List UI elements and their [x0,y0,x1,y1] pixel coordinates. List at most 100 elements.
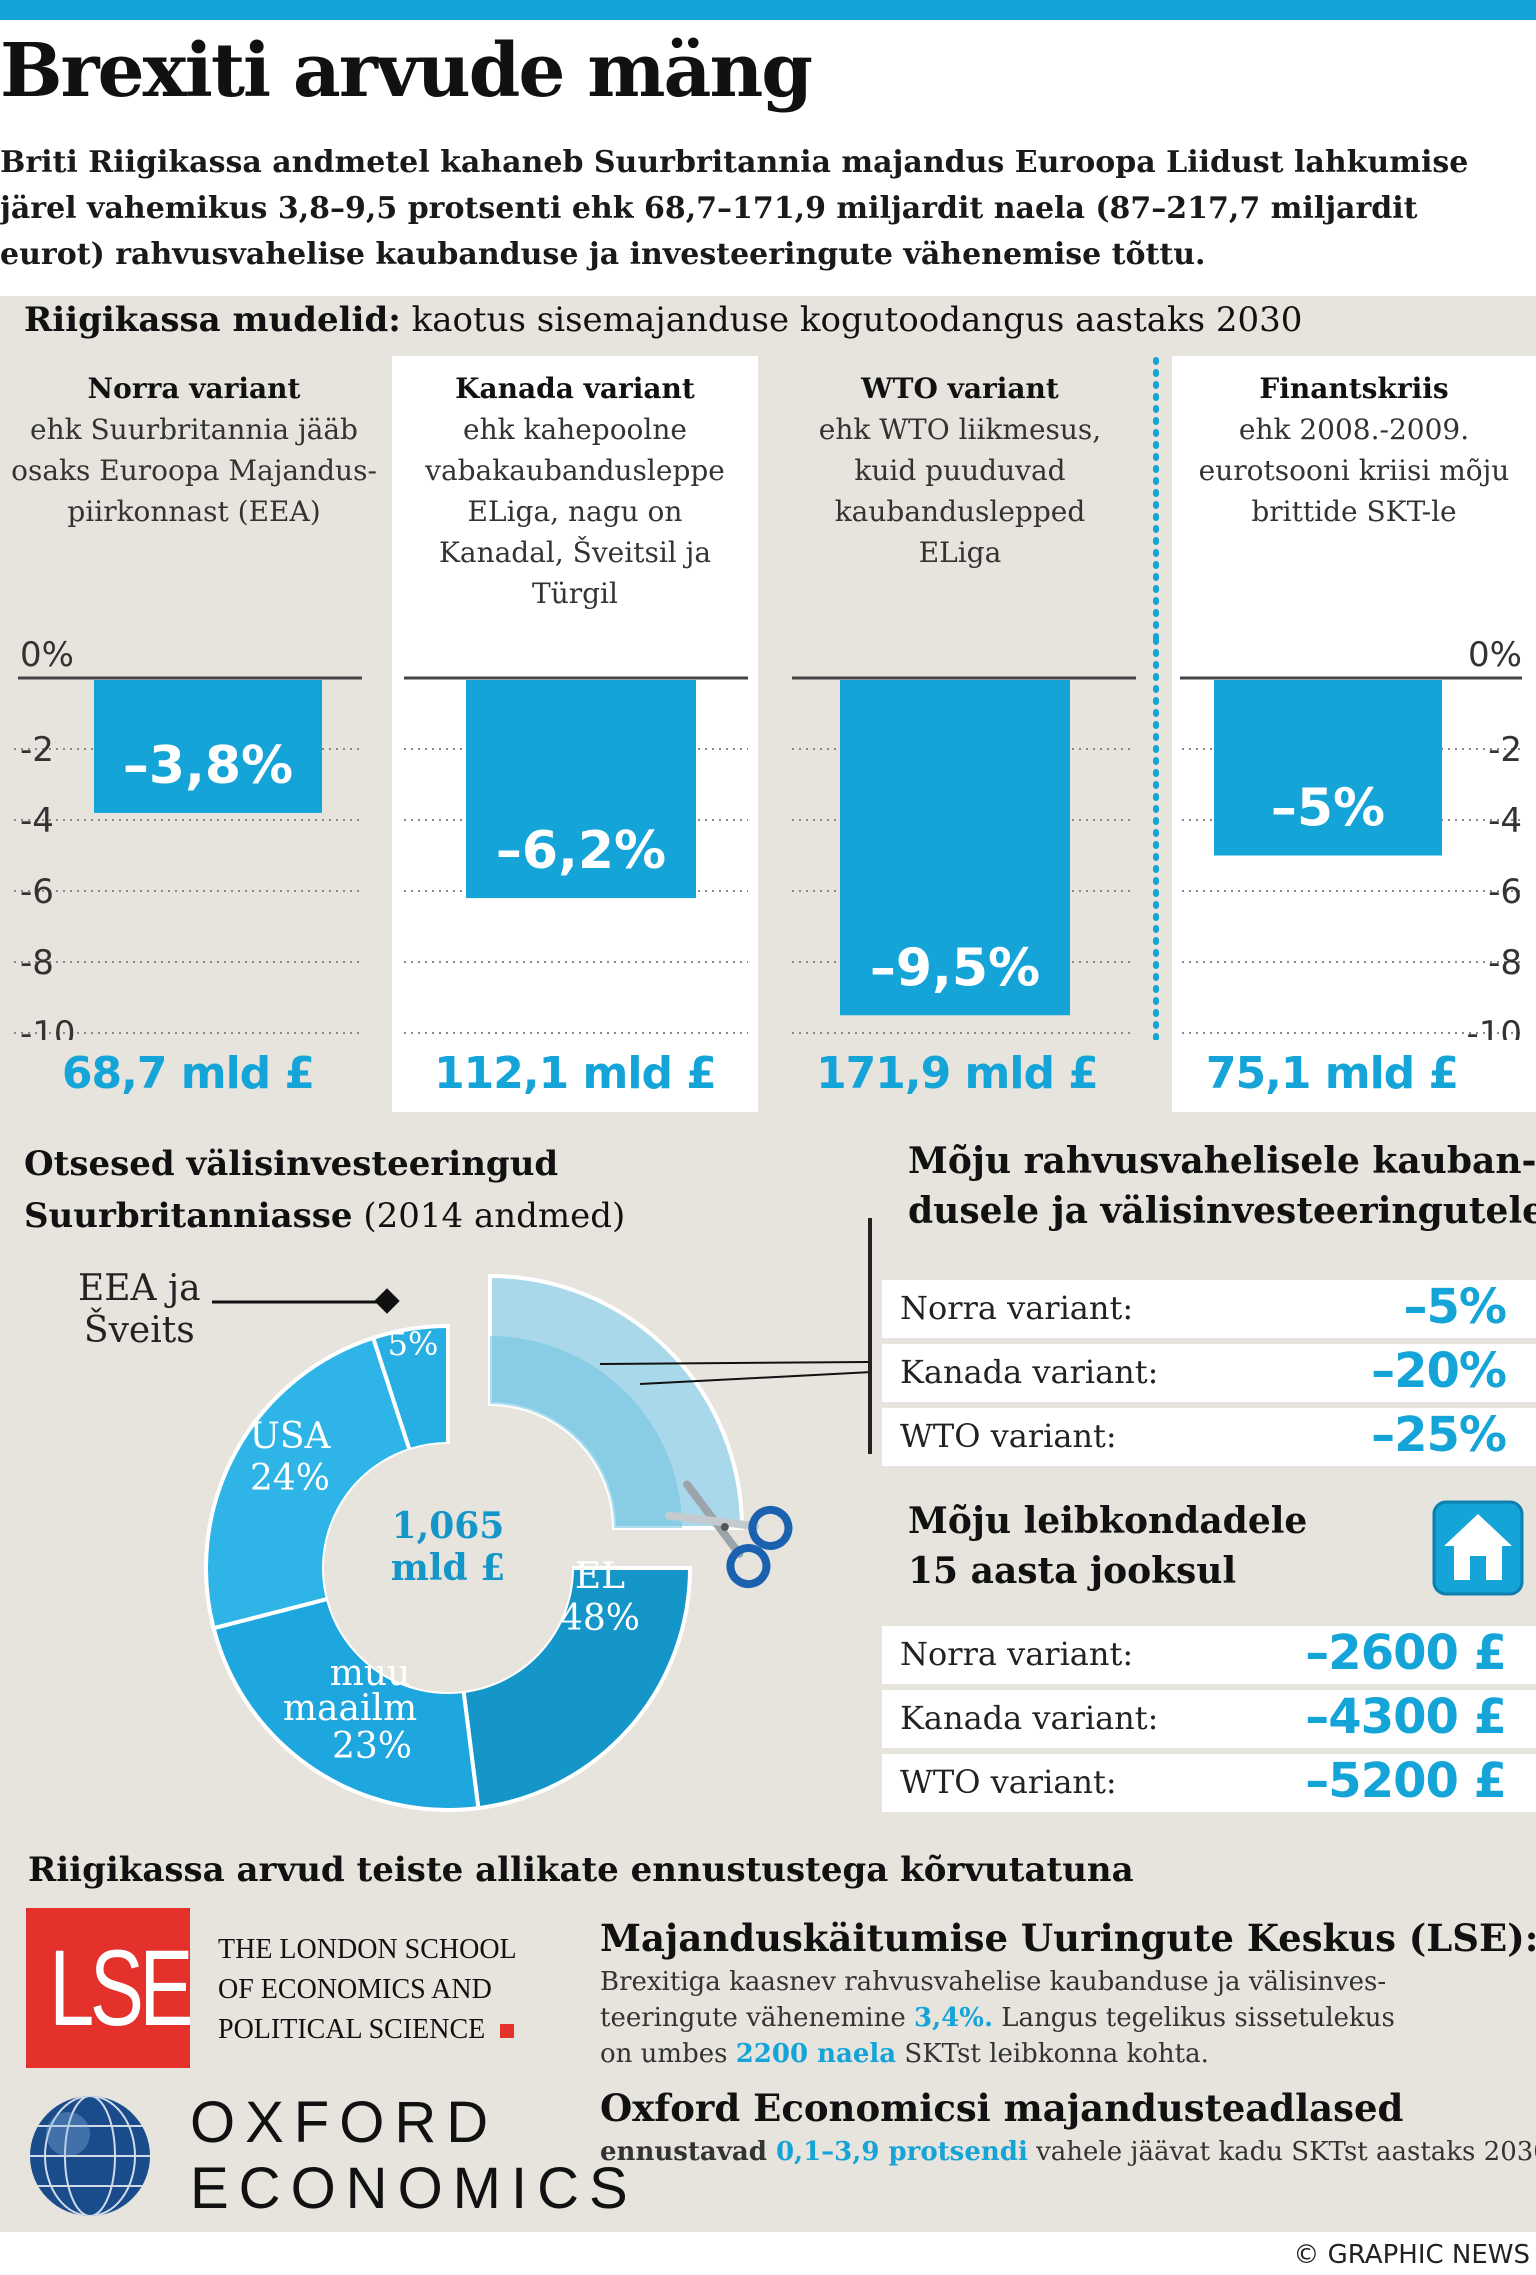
household-row-value: –2600 £ [1305,1625,1507,1681]
lse-text-2c: Langus tegelikus sissetulekus [993,2003,1395,2033]
donut-center-value: 1,065 [392,1505,505,1547]
tick-label-right: -4 [1488,801,1522,841]
oxford-economics-logo: OXFORD ECONOMICS [190,2090,638,2222]
seg-label-muu-value: 23% [332,1726,412,1767]
page-title: Brexiti arvude mäng [0,28,813,114]
amount-wto: 171,9 mld £ [816,1048,1099,1099]
oxford-source-title: Oxford Economicsi majandusteadlased [600,2086,1404,2130]
household-title-line2: 15 aasta jooksul [908,1550,1237,1592]
tick-label-left: -10 [20,1014,76,1040]
oxf-text-c: vahele jäävat kadu SKTst aastaks 2030. [1027,2137,1536,2167]
seg-label-usa-value: 24% [250,1458,330,1499]
bar-label-1: –3,8% [123,736,293,796]
fdi-title-rest: (2014 andmed) [352,1196,626,1236]
column-header-wto: WTO variant ehk WTO liikmesus, kuid puud… [790,368,1130,573]
lse-text-line1: Brexitiga kaasnev rahvusvahelise kauband… [600,1967,1387,1997]
lse-name-line1: THE LONDON SCHOOL [218,1934,517,1965]
scissors-icon [665,1480,793,1589]
fdi-donut-chart: 1,065 mld £ 5% USA 24% EL 48% muu maailm… [204,1273,873,1812]
tick-label-right: -6 [1488,872,1522,912]
cut-piece-inner [490,1336,682,1528]
trade-title-line1: Mõju rahvusvahelisele kauban- [908,1140,1536,1182]
donut-segments [204,1323,693,1812]
oxford-source-text: ennustavad 0,1–3,9 protsendi vahele jääv… [600,2134,1536,2170]
trade-row-label: Norra variant: [900,1289,1134,1327]
household-section-title: Mõju leibkondadele 15 aasta jooksul [908,1496,1307,1596]
intro-text: Briti Riigikassa andmetel kahaneb Suurbr… [0,145,1469,272]
donut-center-unit: mld £ [391,1547,506,1589]
lse-name-line3: POLITICAL SCIENCE [218,2014,486,2045]
tick-label-right: -8 [1488,943,1522,983]
lse-logo: LSE [26,1908,193,2068]
gdp-section-title-bold: Riigikassa mudelid: [24,300,401,340]
tick-label-left: -6 [20,872,54,912]
pointer-line-top [599,1361,869,1365]
bar-2 [466,680,696,899]
amount-finantskriis: 75,1 mld £ [1205,1048,1459,1099]
household-row-value: –5200 £ [1305,1753,1507,1809]
amount-norra: 68,7 mld £ [61,1048,315,1099]
credit: © GRAPHIC NEWS [1293,2240,1530,2270]
household-row: WTO variant: –5200 £ [882,1753,1536,1812]
trade-row-value: –20% [1371,1343,1507,1399]
tick-label-right: 0% [1468,635,1522,675]
tick-label-left: 0% [20,635,74,675]
gdp-bar-chart: –3,8% –6,2% –9,5% –5% 0% -2 -4 -6 -8 -10 0% -2 -4 -6… [14,635,1524,1040]
gdp-tick-labels: 0% -2 -4 -6 -8 -10 0% -2 -4 -6 -8 -10 [20,635,1522,1040]
bar-4 [1214,680,1442,856]
oxford-logo-line2: ECONOMICS [190,2156,638,2221]
amount-kanada: 112,1 mld £ [434,1048,717,1099]
fdi-title-line1: Otsesed välisinvesteeringud [24,1144,559,1184]
gdp-section-title-rest: kaotus sisemajanduse kogutoodangus aasta… [400,300,1303,340]
column-title: Kanada variant [455,372,695,405]
crisis-divider-top [1153,357,1159,643]
household-row: Norra variant: –2600 £ [882,1625,1536,1684]
household-row-value: –4300 £ [1305,1689,1507,1745]
fdi-section-title: Otsesed välisinvesteeringud Suurbritanni… [24,1138,625,1242]
donut-hole [324,1444,572,1692]
top-accent-bar [0,0,1536,20]
seg-label-eea: 5% [388,1325,439,1363]
lse-text-highlight-gbp: 2200 naela [735,2039,897,2069]
tick-label-right: -10 [1466,1014,1522,1040]
bar-label-3: –9,5% [870,938,1040,998]
gdp-bars: –3,8% –6,2% –9,5% –5% [94,680,1442,1016]
oxf-text-a: ennustavad [600,2137,776,2167]
household-title-line1: Mõju leibkondadele [908,1500,1308,1542]
eea-label: EEA ja Šveits [78,1268,201,1352]
column-title: Finantskriis [1259,372,1449,405]
lse-name-line2: OF ECONOMICS AND [218,1974,492,2005]
column-subtitle: ehk Suurbritannia jääb osaks Euroopa Maj… [11,413,377,528]
column-title: Norra variant [87,372,301,405]
column-header-norra: Norra variant ehk Suurbritannia jääb osa… [6,368,382,532]
bar-label-4: –5% [1271,779,1385,839]
gdp-section-title: Riigikassa mudelid: kaotus sisemajanduse… [24,300,1302,340]
trade-row-label: WTO variant: [900,1417,1117,1455]
trade-row-value: –5% [1403,1279,1507,1335]
lse-red-square [500,2024,515,2038]
trade-title-line2: dusele ja välisinvesteeringutele [908,1190,1536,1232]
eea-label-line2: Šveits [83,1310,195,1351]
eea-callout-marker [374,1288,400,1314]
household-row-label: Norra variant: [900,1635,1134,1673]
tick-label-left: -4 [20,801,54,841]
tick-label-left: -2 [20,730,54,770]
bar-label-2: –6,2% [496,821,666,881]
oxford-globe-logo [30,2096,150,2216]
lse-text-3c: SKTst leibkonna kohta. [896,2039,1209,2069]
bar-1 [94,680,322,813]
compare-section-title: Riigikassa arvud teiste allikate ennustu… [28,1850,1134,1890]
seg-label-usa: USA [250,1416,332,1457]
lse-source-text: Brexitiga kaasnev rahvusvahelise kauband… [600,1964,1530,2072]
household-row-label: WTO variant: [900,1763,1117,1801]
column-title: WTO variant [861,372,1059,405]
pointer-line-bottom [639,1371,873,1385]
tick-label-left: -8 [20,943,54,983]
fdi-title-line2: Suurbritanniasse [24,1196,353,1236]
column-header-finantskriis: Finantskriis ehk 2008.-2009. eurotsooni … [1184,368,1524,532]
trade-row: Norra variant: –5% [882,1279,1536,1338]
column-header-kanada: Kanada variant ehk kahepoolne vabakauban… [412,368,738,614]
lse-logo-text: LSE [49,1927,193,2048]
household-row: Kanada variant: –4300 £ [882,1689,1536,1748]
column-subtitle: ehk 2008.-2009. eurotsooni kriisi mõju b… [1198,413,1510,528]
